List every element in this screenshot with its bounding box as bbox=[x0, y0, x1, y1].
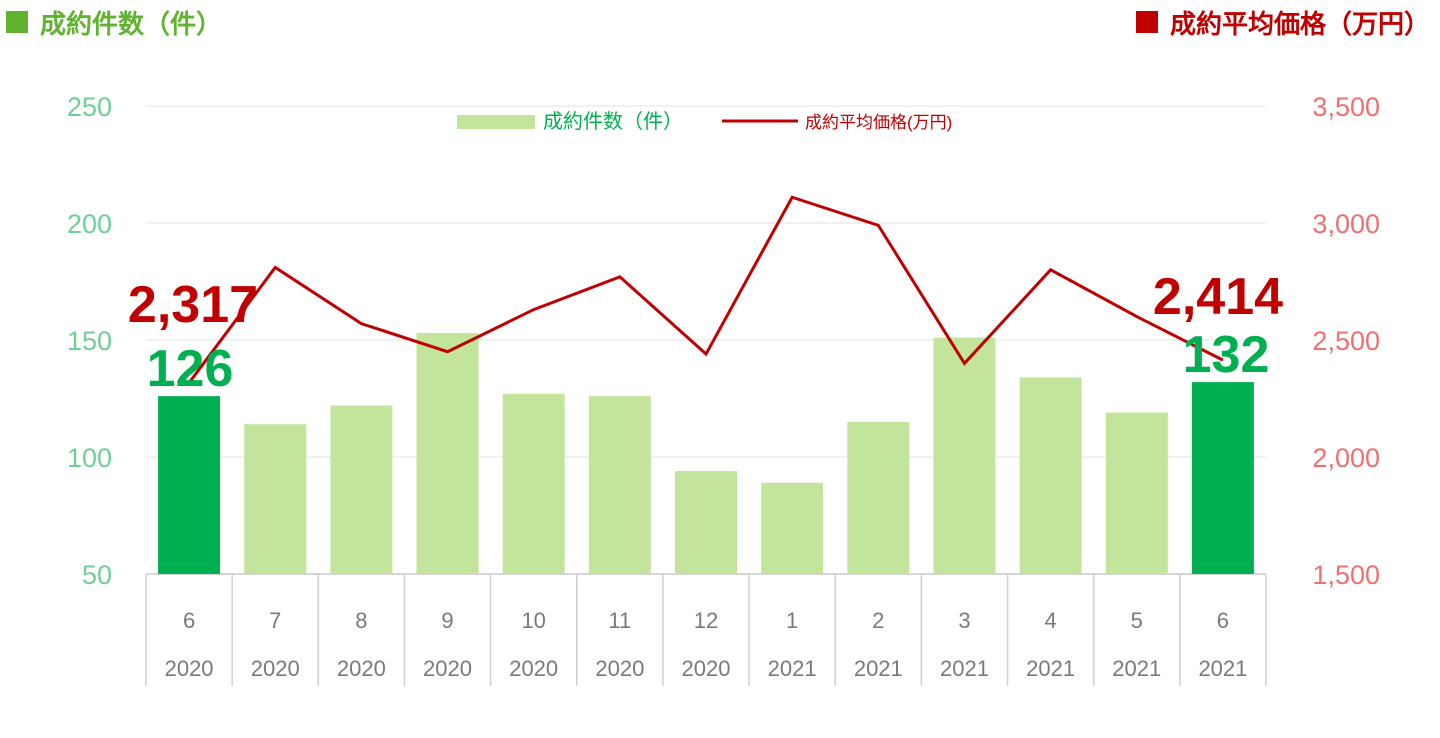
year-tick-label: 2021 bbox=[854, 656, 903, 681]
left-axis-tick-label: 250 bbox=[67, 92, 112, 122]
month-tick-label: 6 bbox=[1217, 608, 1229, 633]
left-axis-tick-label: 150 bbox=[67, 326, 112, 356]
price-series-line bbox=[187, 195, 1224, 384]
bar bbox=[158, 396, 221, 574]
bar bbox=[847, 421, 910, 574]
year-tick-label: 2021 bbox=[940, 656, 989, 681]
last-price-label: 2,414 bbox=[1153, 268, 1283, 326]
year-tick-label: 2021 bbox=[1198, 656, 1247, 681]
month-tick-label: 2 bbox=[872, 608, 884, 633]
year-tick-label: 2021 bbox=[768, 656, 817, 681]
bar bbox=[933, 337, 996, 574]
year-tick-label: 2020 bbox=[509, 656, 558, 681]
month-tick-label: 4 bbox=[1044, 608, 1056, 633]
month-tick-label: 12 bbox=[694, 608, 718, 633]
right-axis-tick-label: 2,500 bbox=[1312, 326, 1380, 356]
month-tick-label: 8 bbox=[355, 608, 367, 633]
year-tick-label: 2020 bbox=[682, 656, 731, 681]
month-tick-label: 10 bbox=[521, 608, 545, 633]
left-axis-tick-label: 100 bbox=[67, 443, 112, 473]
first-price-label: 2,317 bbox=[128, 276, 258, 334]
left-axis-header-text: 成約件数（件） bbox=[40, 9, 223, 40]
bar bbox=[1191, 382, 1254, 574]
month-tick-label: 3 bbox=[958, 608, 970, 633]
month-tick-label: 7 bbox=[269, 608, 281, 633]
red-square-icon bbox=[1135, 11, 1158, 33]
year-tick-label: 2020 bbox=[337, 656, 386, 681]
last-count-label: 132 bbox=[1183, 326, 1270, 384]
bar bbox=[502, 393, 565, 574]
right-axis-tick-label: 3,500 bbox=[1312, 92, 1380, 122]
bar bbox=[761, 482, 824, 574]
bar bbox=[675, 471, 737, 574]
legend-bar-swatch bbox=[457, 115, 535, 129]
year-tick-label: 2021 bbox=[1026, 656, 1075, 681]
year-tick-label: 2020 bbox=[165, 656, 214, 681]
left-axis-tick-label: 50 bbox=[82, 560, 112, 590]
left-axis-header: 成約件数（件） bbox=[6, 2, 222, 42]
green-square-icon bbox=[6, 11, 28, 33]
left-axis-tick-label: 200 bbox=[67, 209, 112, 239]
month-tick-label: 6 bbox=[183, 608, 195, 633]
right-axis-header: 成約平均価格（万円） bbox=[1135, 2, 1430, 42]
bar bbox=[1105, 412, 1168, 574]
month-tick-label: 1 bbox=[786, 608, 798, 633]
bar bbox=[588, 396, 651, 574]
right-axis-tick-label: 2,000 bbox=[1312, 443, 1380, 473]
first-count-label: 126 bbox=[147, 340, 234, 398]
month-tick-label: 9 bbox=[441, 608, 453, 633]
right-axis-header-text: 成約平均価格（万円） bbox=[1169, 9, 1430, 40]
legend-bar-label: 成約件数（件） bbox=[543, 110, 683, 133]
year-tick-label: 2021 bbox=[1112, 656, 1161, 681]
right-axis-tick-label: 3,000 bbox=[1312, 209, 1380, 239]
month-tick-label: 5 bbox=[1131, 608, 1143, 633]
year-tick-label: 2020 bbox=[251, 656, 300, 681]
year-tick-label: 2020 bbox=[423, 656, 472, 681]
bar bbox=[330, 405, 393, 574]
year-tick-label: 2020 bbox=[595, 656, 644, 681]
month-tick-label: 11 bbox=[608, 608, 631, 633]
right-axis-tick-label: 1,500 bbox=[1312, 560, 1380, 590]
legend-line-label: 成約平均価格(万円) bbox=[805, 113, 952, 132]
bar bbox=[416, 332, 479, 574]
bar bbox=[244, 424, 307, 574]
bar bbox=[1019, 377, 1082, 574]
